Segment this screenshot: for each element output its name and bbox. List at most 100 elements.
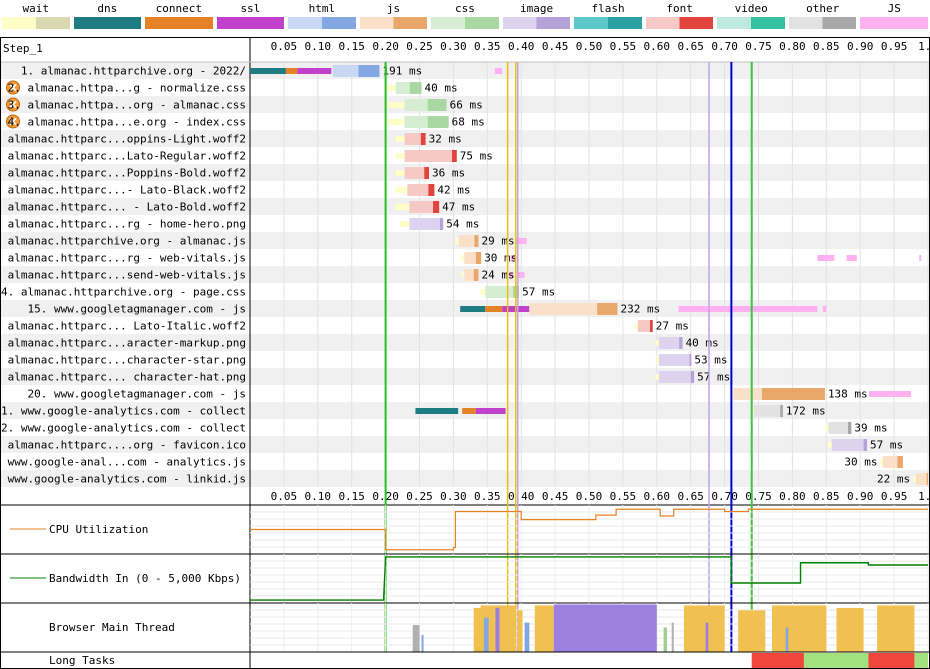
cpu-utilization-line [250, 508, 928, 551]
request-label: 6. almanac.httparc...Lato-Regular.woff2 [0, 150, 246, 163]
main-thread-activity [705, 622, 709, 652]
download-segment [424, 167, 429, 179]
ttfb-segment [882, 456, 898, 468]
axis-tick-top: 0.30 [440, 40, 467, 53]
render-blocking-icon [6, 97, 20, 112]
request-label: 21. www.google-analytics.com - collect [0, 405, 246, 418]
js-execution-mark [518, 272, 525, 278]
download-segment [689, 354, 692, 366]
request-duration: 57 ms [522, 286, 555, 299]
render-blocking-icon-cross [9, 117, 17, 126]
js-execution-mark [516, 238, 527, 244]
request-row: 23. almanac.httparc....org - favicon.ico… [0, 439, 903, 452]
legend-label: flash [591, 2, 625, 15]
request-duration: 47 ms [442, 201, 475, 214]
axis-tick-bottom: 0.35 [474, 490, 501, 503]
request-row: 20. www.googletagmanager.com - js 138 ms [27, 388, 912, 401]
download-segment [420, 133, 426, 145]
request-row: 18. almanac.httparc...character-star.png… [0, 354, 728, 367]
ttfb-segment [733, 388, 762, 400]
axis-tick-bottom: 0.55 [610, 490, 637, 503]
legend-item-html: html [286, 0, 358, 34]
request-label: 16. almanac.httparc... Lato-Italic.woff2 [0, 320, 246, 333]
axis-tick-bottom: 0.45 [542, 490, 569, 503]
ttfb-segment [637, 320, 651, 332]
wait-segment [634, 323, 638, 329]
main-thread-activity [738, 610, 766, 652]
request-row: 12. almanac.httparc...rg - web-vitals.js… [0, 252, 922, 265]
ttfb-segment [529, 303, 598, 315]
legend-item-video: video [715, 0, 787, 34]
js-execution-mark [869, 391, 912, 397]
request-row: 15. www.googletagmanager.com - js 232 ms [27, 303, 827, 316]
main-thread-activity [421, 634, 424, 652]
js-execution-mark [822, 306, 827, 312]
legend-label: wait [22, 2, 50, 15]
legend-label: other [806, 2, 840, 15]
request-row: 9. almanac.httparc... - Lato-Bold.woff2 4… [0, 201, 475, 214]
legend-item-flash: flash [572, 0, 644, 34]
download-segment [926, 473, 928, 485]
axis-tick-top: 0.25 [406, 40, 433, 53]
wait-segment [387, 102, 405, 108]
legend-label: ssl [240, 2, 261, 15]
long-task-segment [914, 653, 928, 668]
request-duration: 54 ms [446, 218, 479, 231]
ttfb-segment [409, 201, 434, 213]
legend-label: font [666, 2, 693, 15]
waterfall-chart: 0.050.050.100.100.150.150.200.200.250.25… [0, 37, 930, 669]
ssl-segment [297, 68, 332, 74]
js-execution-mark [511, 255, 516, 261]
long-task-segment [868, 653, 915, 668]
axis-tick-top: 0.85 [813, 40, 840, 53]
wait-segment [387, 85, 396, 91]
main-thread-activity [507, 605, 516, 652]
download-segment [474, 235, 479, 247]
download-segment [475, 252, 482, 264]
legend-swatch [431, 17, 499, 29]
request-row: 19. almanac.httparc... character-hat.png… [0, 371, 730, 384]
connect-segment [462, 408, 476, 414]
axis-tick-bottom: 0.95 [881, 490, 908, 503]
request-duration: 42 ms [437, 184, 470, 197]
legend-item-js: js [358, 0, 430, 34]
download-segment [690, 371, 695, 383]
render-blocking-icon-cross [9, 83, 17, 92]
axis-tick-top: 0.40 [508, 40, 535, 53]
axis-tick-top: 0.65 [677, 40, 704, 53]
axis-tick-bottom: 1.0 [918, 490, 930, 503]
axis-tick-bottom: 0.15 [338, 490, 365, 503]
download-segment [452, 150, 457, 162]
wait-segment [460, 255, 465, 261]
request-label: 22. www.google-analytics.com - collect [0, 422, 246, 435]
download-segment [427, 99, 447, 111]
legend-item-connect: connect [143, 0, 215, 34]
axis-tick-bottom: 0.05 [271, 490, 298, 503]
download-segment [761, 388, 825, 400]
request-row: 2. almanac.httpa...g - normalize.css 40 m… [6, 80, 458, 95]
ttfb-segment [404, 116, 428, 128]
axis-tick-top: 0.80 [779, 40, 806, 53]
legend-item-other: other [787, 0, 859, 34]
main-thread-activity [553, 604, 657, 652]
bandwidth-line [250, 556, 928, 601]
wait-segment [913, 476, 916, 482]
row-background [0, 368, 930, 385]
axis-tick-bottom: 0.85 [813, 490, 840, 503]
request-label: 19. almanac.httparc... character-hat.png [0, 371, 246, 384]
request-row: 10. almanac.httparc...rg - home-hero.png… [0, 218, 479, 231]
long-task-segment [751, 653, 804, 668]
download-segment [597, 303, 618, 315]
ssl-segment [475, 408, 506, 414]
axis-tick-top: 0.55 [610, 40, 637, 53]
main-thread-activity [836, 607, 864, 652]
request-label: 25. www.google-analytics.com - linkid.js [0, 473, 246, 486]
dns-segment [250, 68, 286, 74]
request-duration: 53 ms [694, 354, 727, 367]
main-thread-activity [495, 607, 500, 652]
ttfb-segment [464, 252, 476, 264]
axis-tick-bottom: 0.60 [644, 490, 671, 503]
request-duration: 68 ms [452, 116, 485, 129]
cpu-panel-label: CPU Utilization [49, 523, 148, 536]
request-duration: 172 ms [786, 405, 826, 418]
